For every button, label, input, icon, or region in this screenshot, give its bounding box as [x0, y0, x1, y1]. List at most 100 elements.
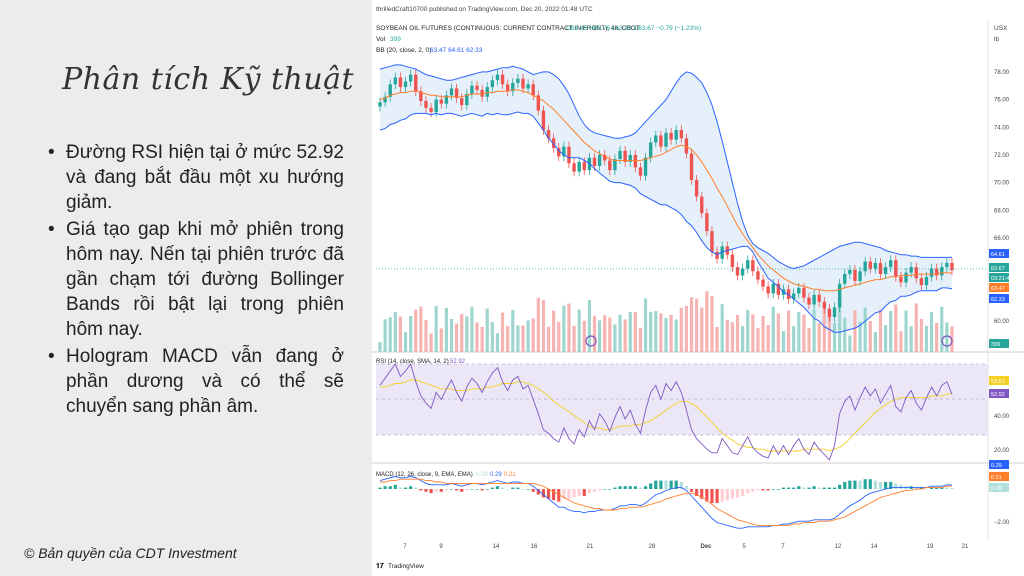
macd-histogram-bar	[812, 486, 816, 489]
candle-body	[577, 161, 581, 172]
volume-bar	[608, 317, 612, 352]
candle-body	[873, 262, 878, 269]
macd-histogram-bar	[541, 489, 546, 498]
macd-histogram-bar	[633, 486, 637, 489]
event-marker-icon[interactable]	[585, 335, 597, 347]
candle-body	[608, 160, 612, 171]
candle-body	[572, 163, 576, 172]
candle-body	[837, 283, 842, 308]
candle-body	[812, 294, 816, 305]
candle-body	[674, 130, 678, 140]
volume-bar	[878, 309, 883, 352]
event-marker-icon[interactable]	[941, 335, 953, 347]
candle-body	[618, 150, 622, 160]
volume-bar	[746, 309, 750, 352]
macd-histogram-bar	[521, 489, 525, 490]
macd-histogram-bar	[649, 483, 653, 489]
candle-body	[827, 308, 832, 317]
macd-histogram-bar	[654, 480, 658, 489]
volume-bar	[562, 305, 566, 352]
macd-histogram-bar	[444, 489, 448, 491]
candle-body	[771, 283, 775, 294]
macd-axis-label: −2.00	[994, 520, 1010, 526]
candle-body	[582, 161, 586, 171]
candle-body	[715, 251, 719, 259]
time-axis-label: 7	[781, 544, 785, 550]
candle-body	[429, 107, 433, 113]
time-axis-label: 28	[649, 544, 656, 550]
macd-histogram-bar	[776, 489, 780, 490]
macd-histogram-bar	[715, 489, 719, 503]
macd-histogram-bar	[838, 484, 842, 489]
macd-histogram-bar	[567, 489, 571, 499]
candle-body	[858, 271, 862, 281]
macd-histogram-bar	[439, 489, 443, 492]
macd-histogram-bar	[659, 480, 663, 489]
volume-bar	[434, 306, 438, 352]
candle-body	[848, 269, 852, 275]
macd-histogram-bar	[771, 489, 775, 490]
volume-bar	[822, 309, 826, 352]
macd-histogram-bar	[485, 489, 489, 490]
macd-histogram-bar	[914, 487, 918, 489]
macd-histogram-bar	[802, 487, 806, 489]
volume-bar	[500, 312, 505, 352]
volume-bar	[894, 304, 898, 352]
macd-histogram-bar	[664, 480, 668, 489]
tradingview-chart-panel: thrilledCraft10700 published on TradingV…	[372, 0, 1024, 576]
candle-body	[628, 154, 632, 162]
price-badge: 64.61	[991, 252, 1005, 258]
macd-histogram-bar	[388, 486, 392, 489]
macd-histogram-bar	[490, 487, 494, 489]
price-badge: 63.47	[991, 286, 1005, 292]
price-badge: 62.33	[991, 297, 1005, 303]
volume-bar	[429, 333, 433, 352]
volume-bar	[495, 333, 500, 352]
bb-upper-line	[379, 64, 953, 270]
macd-histogram-bar	[398, 487, 403, 489]
volume-bars	[378, 286, 954, 352]
macd-histogram-bar	[679, 482, 683, 489]
time-axis: 7 9 14 16 21 28 Dec 5 7 12 14 19 21	[403, 544, 969, 550]
macd-histogram-bar	[884, 482, 888, 489]
macd-histogram-bar	[480, 489, 484, 491]
volume-bar	[388, 317, 392, 352]
volume-bar	[613, 324, 617, 352]
volume-bar	[914, 303, 918, 352]
volume-bar	[929, 311, 934, 352]
price-axis-label: 66.00	[994, 236, 1010, 242]
macd-histogram-bar	[761, 489, 765, 491]
macd-histogram-bar	[945, 487, 949, 489]
macd-histogram-bar	[950, 487, 954, 489]
volume-bar	[455, 323, 459, 352]
macd-histogram-bar	[511, 487, 515, 489]
candle-body	[648, 142, 653, 158]
macd-histogram-bar	[587, 489, 591, 494]
candle-body	[454, 88, 459, 99]
volume-bar	[603, 315, 607, 352]
macd-histogram-bar	[414, 487, 418, 489]
candle-body	[526, 84, 530, 89]
candle-body	[909, 267, 913, 273]
macd-histogram-bar	[577, 489, 581, 496]
macd-badge: 0.21	[991, 475, 1002, 481]
macd-histogram-bar	[403, 487, 408, 489]
candle-body	[868, 261, 872, 269]
volume-bar	[485, 308, 489, 352]
candle-body	[449, 88, 454, 96]
candle-body	[408, 74, 413, 82]
rsi-axis-label: 40.00	[994, 414, 1010, 420]
price-badge-bg	[989, 339, 1009, 348]
macd-badge: 0.08	[991, 486, 1002, 492]
volume-bar	[659, 313, 663, 352]
volume-bar	[817, 323, 821, 352]
rsi-band	[376, 364, 988, 435]
price-badge: 63.67	[991, 266, 1005, 272]
candle-body	[878, 262, 883, 275]
candle-body	[434, 99, 438, 113]
candle-body	[424, 100, 428, 108]
macd-histogram-bar	[562, 489, 566, 499]
candle-body	[853, 269, 857, 281]
tradingview-chart: thrilledCraft10700 published on TradingV…	[372, 6, 1024, 570]
macd-histogram-bar	[526, 489, 530, 490]
